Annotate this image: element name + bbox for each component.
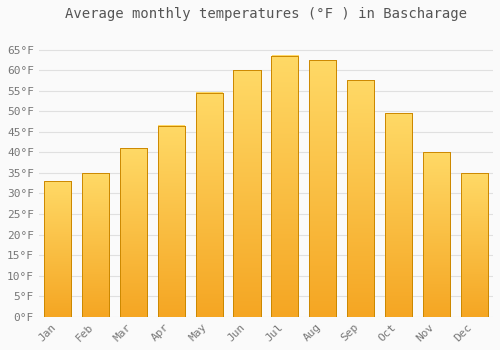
Bar xyxy=(271,56,298,317)
Bar xyxy=(309,60,336,317)
Bar xyxy=(44,181,72,317)
Bar xyxy=(82,173,109,317)
Bar xyxy=(385,113,412,317)
Title: Average monthly temperatures (°F ) in Bascharage: Average monthly temperatures (°F ) in Ba… xyxy=(65,7,467,21)
Bar xyxy=(158,126,185,317)
Bar xyxy=(347,80,374,317)
Bar xyxy=(422,152,450,317)
Bar xyxy=(120,148,147,317)
Bar xyxy=(460,173,488,317)
Bar xyxy=(196,93,223,317)
Bar xyxy=(234,70,260,317)
